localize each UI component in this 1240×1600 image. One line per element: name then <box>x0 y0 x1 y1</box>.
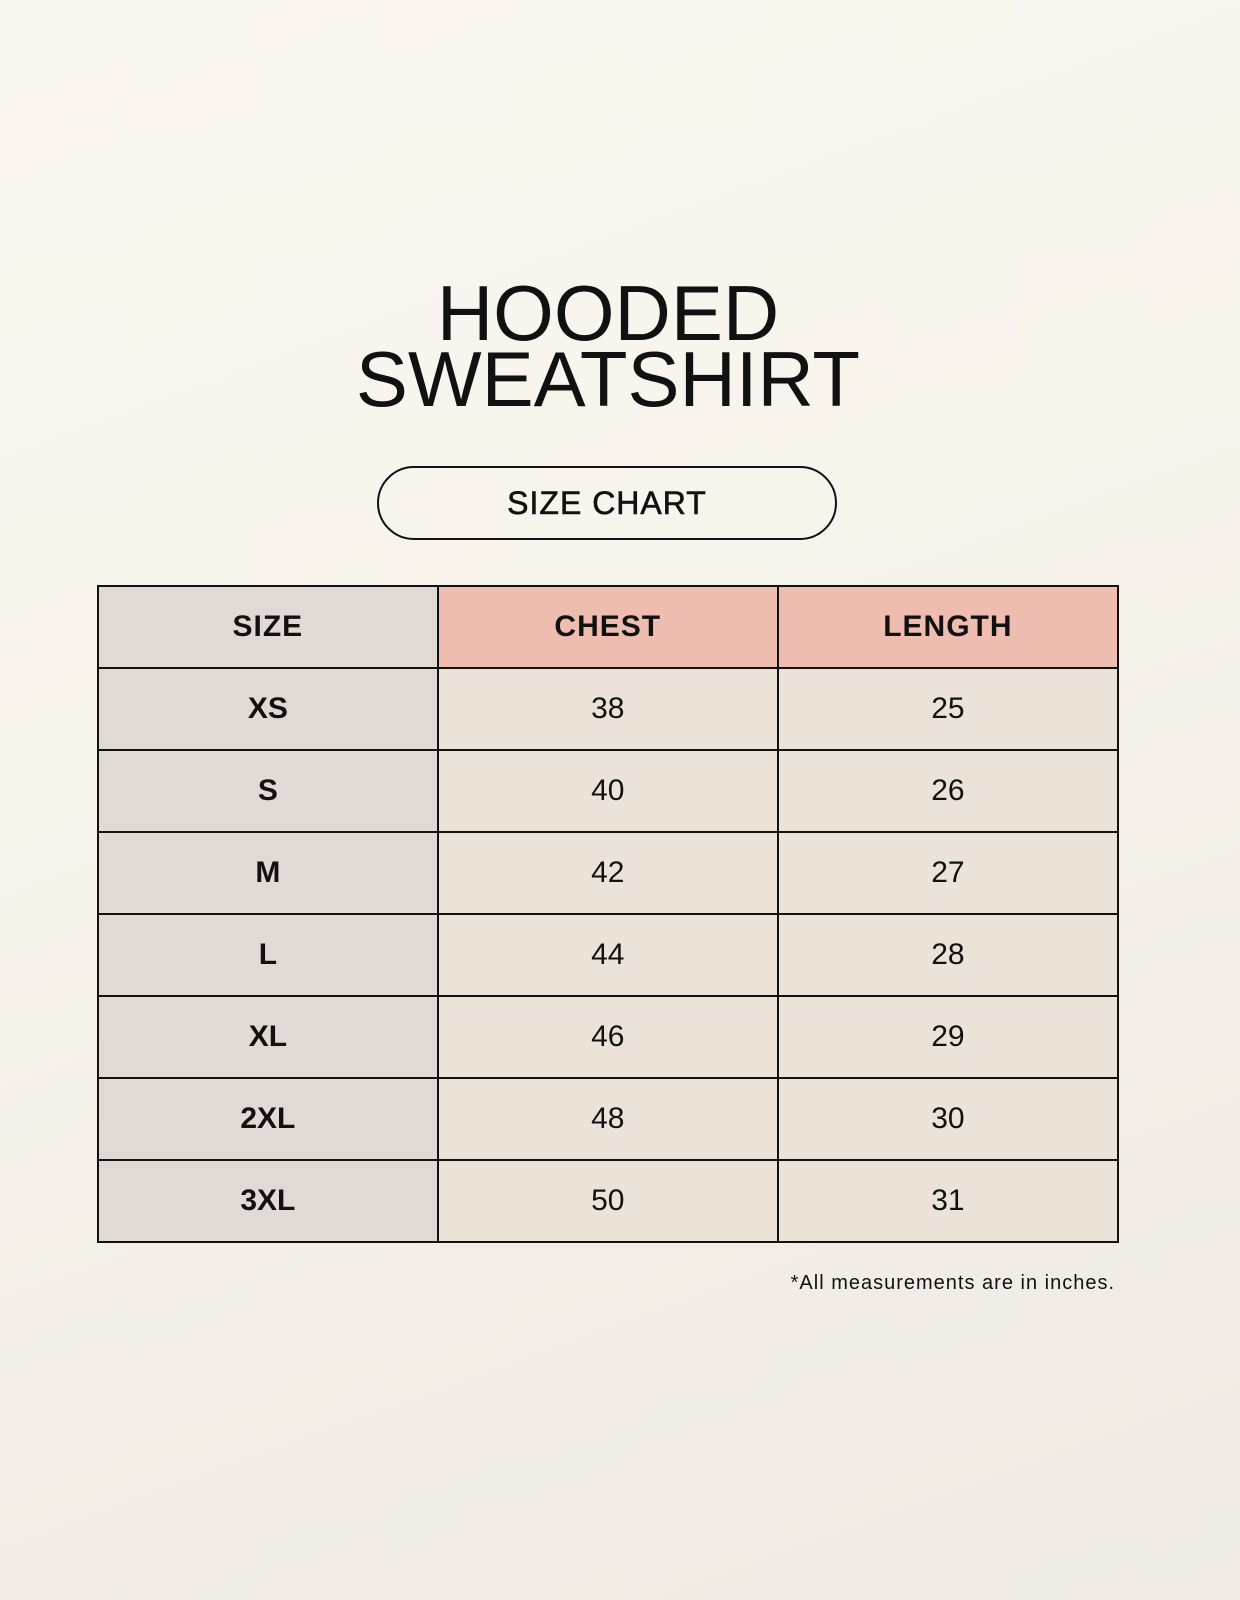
table-row: XL 46 29 <box>97 995 1120 1079</box>
cell-length: 27 <box>776 831 1120 915</box>
cell-length: 28 <box>776 913 1120 997</box>
cell-chest: 40 <box>436 749 779 833</box>
cell-chest: 48 <box>436 1077 779 1161</box>
table-row: M 42 27 <box>97 831 1120 915</box>
table-header-row: SIZE CHEST LENGTH <box>97 585 1120 669</box>
measurement-note: *All measurements are in inches. <box>790 1272 1115 1294</box>
table-row: S 40 26 <box>97 749 1120 833</box>
table-row: 2XL 48 30 <box>97 1077 1120 1161</box>
cell-length: 26 <box>776 749 1120 833</box>
title-line-2: SWEATSHIRT <box>355 335 861 423</box>
header-length: LENGTH <box>776 585 1120 669</box>
cell-size: XL <box>97 995 439 1079</box>
size-table: SIZE CHEST LENGTH XS 38 25 S 40 26 M 42 27 L 44 28 X… <box>97 585 1120 1243</box>
size-chart-label: SIZE CHART <box>377 466 837 540</box>
cell-size: 3XL <box>97 1159 439 1243</box>
header-chest: CHEST <box>436 585 779 669</box>
table-row: L 44 28 <box>97 913 1120 997</box>
cell-length: 29 <box>776 995 1120 1079</box>
cell-size: S <box>97 749 439 833</box>
cell-chest: 38 <box>436 667 779 751</box>
cell-length: 31 <box>776 1159 1120 1243</box>
cell-size: XS <box>97 667 439 751</box>
table-row: 3XL 50 31 <box>97 1159 1120 1243</box>
cell-length: 30 <box>776 1077 1120 1161</box>
cell-size: M <box>97 831 439 915</box>
cell-chest: 50 <box>436 1159 779 1243</box>
cell-size: L <box>97 913 439 997</box>
page-title: HOODED SWEATSHIRT <box>0 269 1216 423</box>
table-row: XS 38 25 <box>97 667 1120 751</box>
cell-chest: 46 <box>436 995 779 1079</box>
cell-chest: 42 <box>436 831 779 915</box>
cell-chest: 44 <box>436 913 779 997</box>
header-size: SIZE <box>97 585 439 669</box>
title-line-1: HOODED <box>436 269 780 357</box>
cell-length: 25 <box>776 667 1120 751</box>
cell-size: 2XL <box>97 1077 439 1161</box>
